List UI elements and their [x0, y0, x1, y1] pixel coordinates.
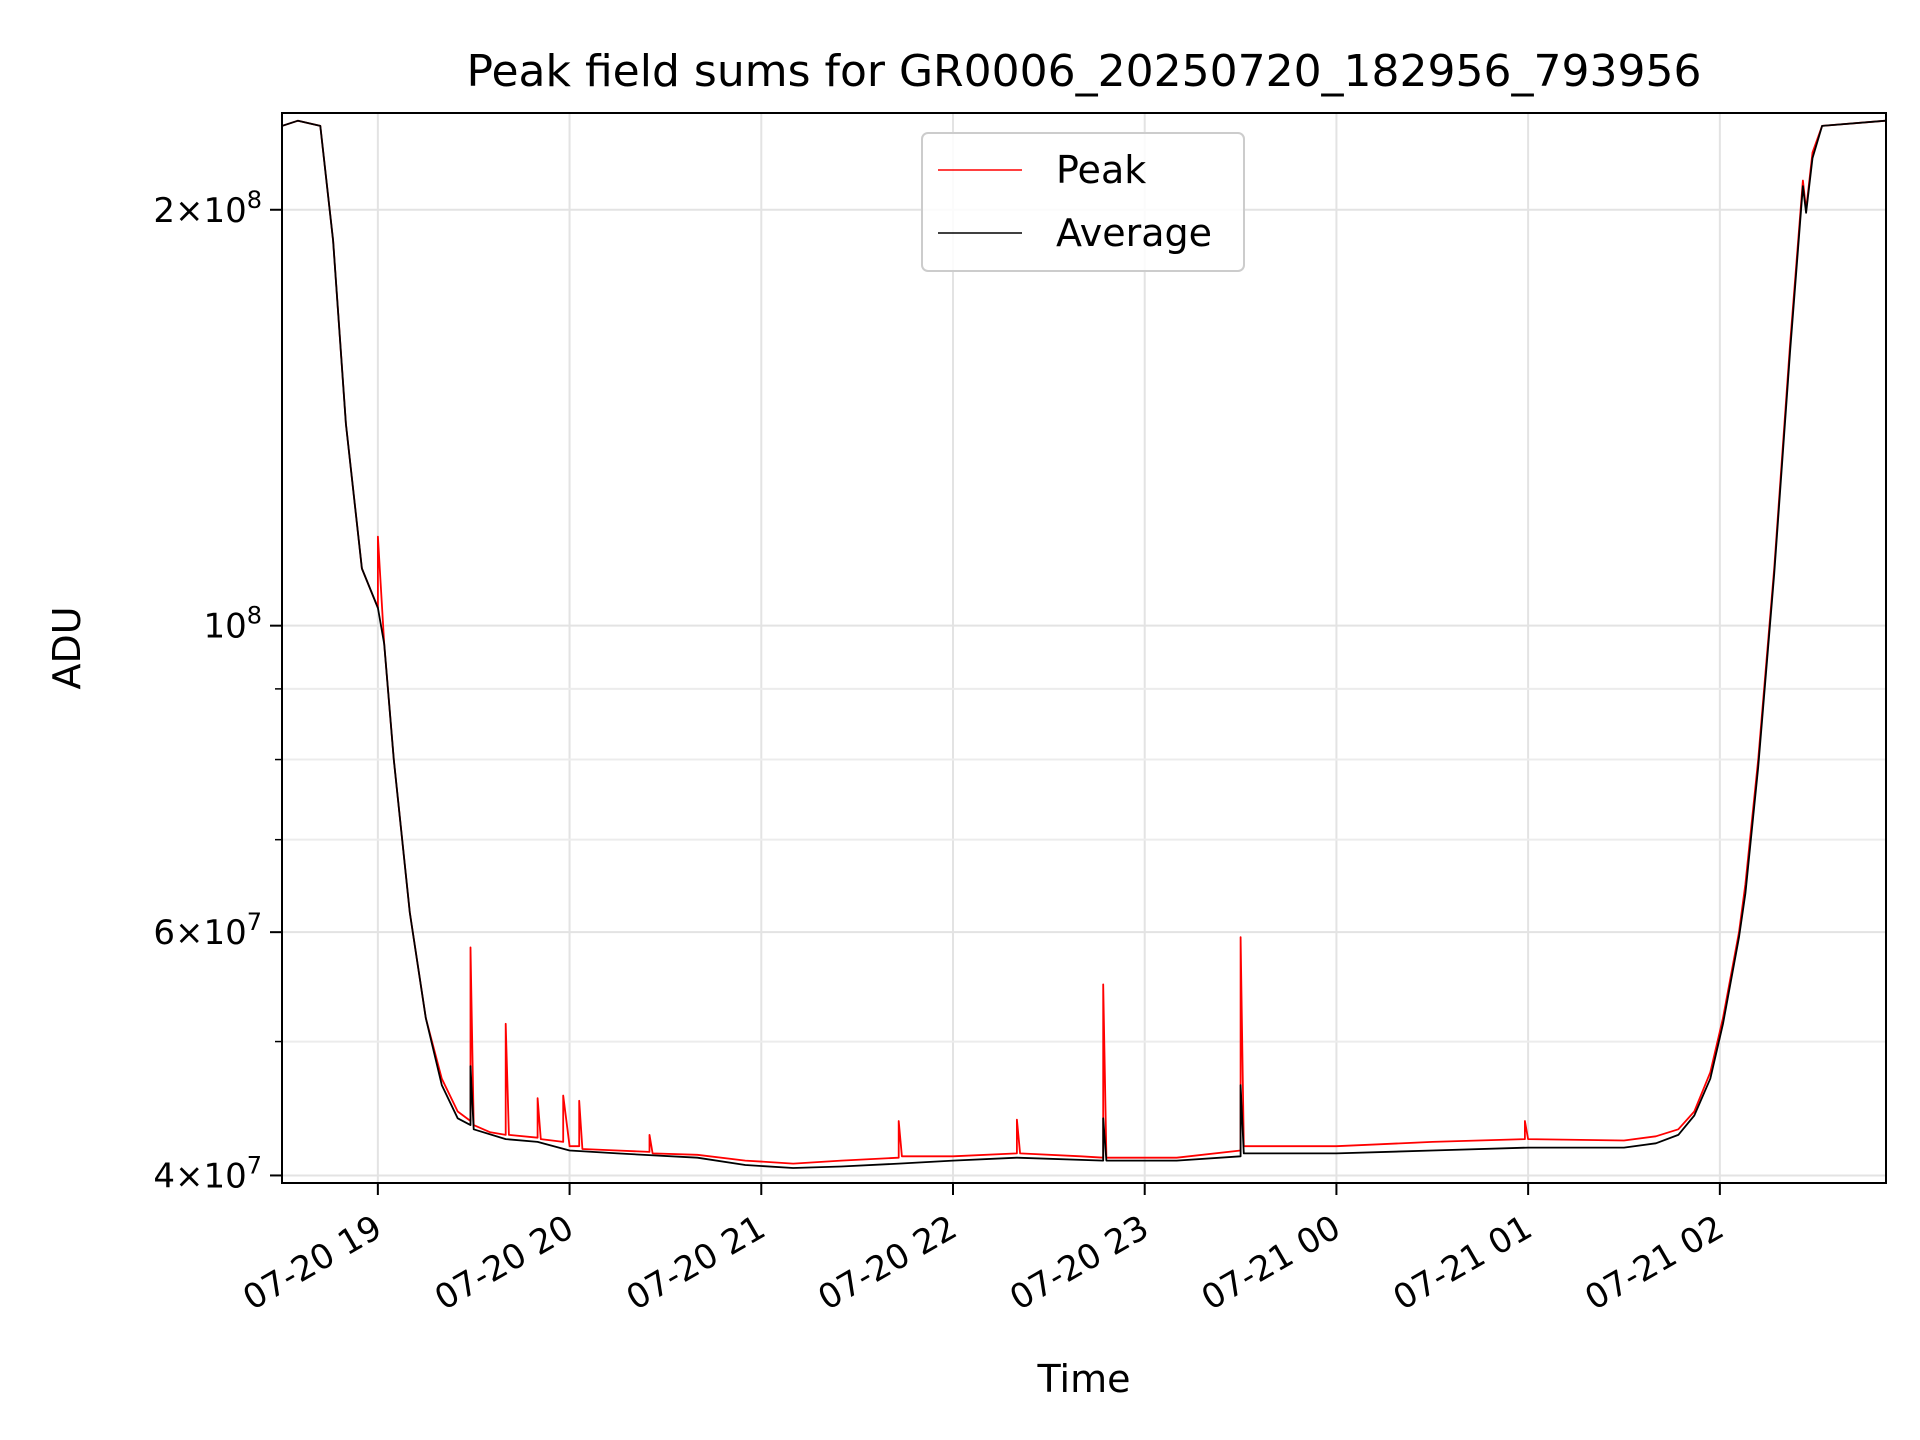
- legend: Peak Average: [921, 132, 1245, 272]
- x-tick-label: 07-21 00: [1195, 1208, 1347, 1319]
- legend-label-peak: Peak: [1056, 148, 1146, 192]
- y-tick-label: 108: [203, 602, 262, 647]
- x-tick-label: 07-20 22: [812, 1208, 964, 1319]
- grid: [282, 113, 1886, 1183]
- y-tick-label: 4×107: [153, 1151, 262, 1196]
- chart-title: Peak field sums for GR0006_20250720_1829…: [467, 46, 1702, 97]
- series-line-average: [282, 119, 1886, 1169]
- x-axis-label: Time: [1037, 1357, 1131, 1401]
- legend-box: [921, 132, 1245, 272]
- series-line-peak: [282, 119, 1886, 1165]
- x-tick-label: 07-20 23: [1003, 1208, 1155, 1319]
- x-tick-label: 07-20 20: [428, 1208, 580, 1319]
- x-tick-label: 07-21 02: [1578, 1208, 1730, 1319]
- x-tick-label: 07-20 19: [236, 1208, 388, 1319]
- x-tick-label: 07-20 21: [620, 1208, 772, 1319]
- x-tick-label: 07-21 01: [1387, 1208, 1539, 1319]
- y-tick-label: 2×108: [153, 186, 262, 231]
- y-tick-label: 6×107: [153, 908, 262, 953]
- y-axis-label: ADU: [45, 606, 89, 689]
- series-group: [282, 119, 1886, 1169]
- y-axis: 4×107 6×107 108 2×108: [153, 186, 282, 1196]
- legend-label-average: Average: [1056, 211, 1212, 255]
- x-axis: 07-20 19 07-20 20 07-20 21 07-20 22 07-20 23…: [236, 1183, 1731, 1319]
- plot-frame: [281, 112, 1887, 1184]
